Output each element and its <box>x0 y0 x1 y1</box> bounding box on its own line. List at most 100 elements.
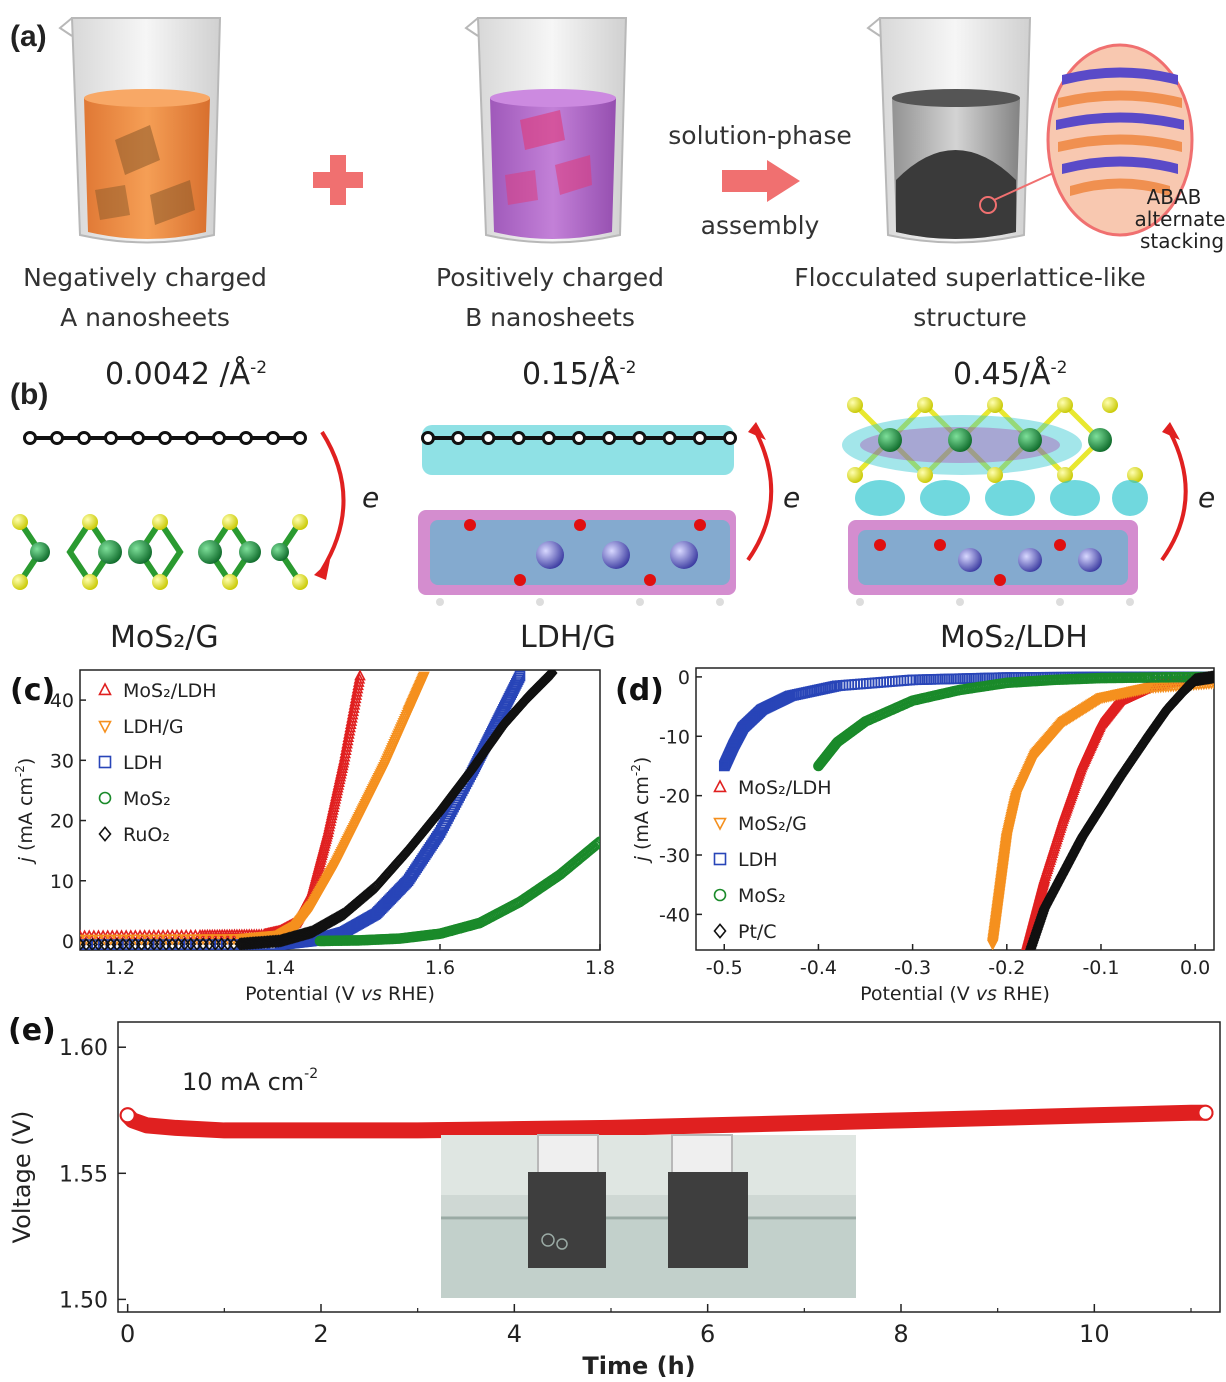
data-point <box>349 692 362 704</box>
y-axis-label: j (mA cm-2) <box>629 757 653 865</box>
data-point <box>348 701 360 713</box>
data-point <box>591 838 600 850</box>
data-point <box>343 724 356 736</box>
carbon-atom <box>541 431 556 445</box>
x-tick-label: 0.0 <box>1180 957 1210 979</box>
carbon-atom <box>239 431 253 445</box>
structure-mos2-ldh: e <box>842 397 1215 606</box>
density-ldh-g-exp: -2 <box>619 358 637 378</box>
legend-entry: LDH <box>123 752 163 774</box>
data-point <box>347 705 360 717</box>
data-point <box>338 750 351 762</box>
data-point <box>344 717 357 730</box>
data-point <box>860 678 872 689</box>
electron-label-1: e <box>362 481 379 514</box>
assembly-arrow <box>722 160 800 202</box>
data-point <box>514 670 526 682</box>
carbon-atom <box>511 431 526 445</box>
data-point <box>342 730 355 743</box>
arrow-label-bottom: assembly <box>700 211 820 240</box>
inset-label-abab: ABAB <box>1147 185 1202 209</box>
y-tick-label: 0 <box>678 667 690 689</box>
data-point <box>351 682 364 694</box>
data-point <box>713 888 727 902</box>
x-axis-label: Time (h) <box>582 1352 695 1380</box>
data-point <box>341 737 353 749</box>
x-tick-label: 1.2 <box>105 957 135 979</box>
stacking-inset: ABAB alternate stacking <box>1046 43 1226 253</box>
electron-arrow-1 <box>320 430 346 572</box>
electrode-photo-inset <box>441 1134 856 1298</box>
series <box>314 836 600 947</box>
data-point <box>863 677 875 689</box>
series <box>80 670 526 950</box>
graphene-atoms <box>23 431 307 445</box>
series <box>80 670 558 950</box>
x-tick-label: 1.8 <box>585 957 615 979</box>
chart-her-polarization: -0.5 -0.4 -0.3 -0.2 -0.1 0.0 0 -10 -20 -30 -40 Pote… <box>629 667 1215 1005</box>
x-tick-label: 6 <box>700 1320 715 1348</box>
series <box>1021 672 1214 950</box>
data-point <box>713 923 727 939</box>
carbon-atom <box>602 431 617 445</box>
y-tick-label: -20 <box>659 786 690 808</box>
inset-label-alternate: alternate <box>1135 207 1226 231</box>
data-point <box>840 679 852 691</box>
legend-entry: RuO₂ <box>123 824 170 846</box>
mos2-layer <box>12 514 308 590</box>
y-tick-label: 30 <box>50 750 74 772</box>
electron-arrowhead-2 <box>748 422 766 440</box>
y-tick-label: 1.60 <box>59 1036 108 1061</box>
density-mos2-ldh: 0.45/Å-2 <box>953 357 1067 392</box>
series <box>986 678 1214 950</box>
caption-negative-nanosheets: Negatively charged A nanosheets <box>10 258 280 338</box>
data-point <box>346 711 358 723</box>
data-point <box>813 760 824 772</box>
x-tick-label: -0.3 <box>894 957 931 979</box>
chart-oer-polarization: 1.2 1.4 1.6 1.8 0 10 20 30 40 Potential (V vs RHE… <box>13 669 615 1005</box>
data-point <box>889 675 901 687</box>
data-point <box>713 852 727 866</box>
data-point <box>898 675 910 686</box>
y-tick-label: 20 <box>50 811 74 833</box>
legend-entry: MoS₂/G <box>738 813 807 835</box>
electron-arrow-2 <box>746 431 774 562</box>
data-point <box>341 734 354 746</box>
legend-entry: LDH <box>738 849 778 871</box>
data-point <box>98 826 112 842</box>
data-point <box>713 817 727 831</box>
plot-frame <box>79 669 601 951</box>
x-axis-label: Potential (V vs RHE) <box>245 983 435 1005</box>
density-ldh-g-value: 0.15/Å <box>522 357 620 392</box>
data-point <box>98 755 112 769</box>
data-point <box>846 679 858 690</box>
panel-label: (c) <box>10 673 55 708</box>
caption-flocculated: Flocculated superlattice-like structure <box>770 258 1170 338</box>
data-point <box>352 675 365 687</box>
data-point <box>713 779 727 793</box>
data-point <box>513 672 525 684</box>
carbon-atom <box>50 431 64 445</box>
carbon-atom <box>185 431 199 445</box>
x-tick-label: 2 <box>313 1320 328 1348</box>
data-point <box>98 682 112 696</box>
interface-charge-cloud <box>855 480 1148 516</box>
x-tick-label: -0.2 <box>988 957 1025 979</box>
data-point <box>345 714 358 726</box>
legend-entry: MoS₂ <box>123 788 171 810</box>
panel-label: (e) <box>8 1013 56 1048</box>
chart-stability: 0 2 4 6 8 10 1.50 1.55 1.60 Time (h) Voltage (V) 10… <box>8 1021 1221 1380</box>
mos2-top-layer <box>842 397 1143 483</box>
carbon-atom <box>692 431 707 445</box>
density-mos2-g-exp: -2 <box>250 358 268 378</box>
data-point <box>546 670 558 680</box>
density-mos2-g-value: 0.0042 /Å <box>105 357 251 392</box>
y-tick-label: -40 <box>659 904 690 926</box>
legend-entry: MoS₂/LDH <box>123 680 217 702</box>
data-point <box>349 695 361 707</box>
data-point <box>892 675 904 687</box>
data-point <box>418 671 430 683</box>
caption-positive-line1: Positively charged <box>436 263 664 292</box>
ldh-layer <box>418 510 736 606</box>
data-point <box>343 727 355 739</box>
